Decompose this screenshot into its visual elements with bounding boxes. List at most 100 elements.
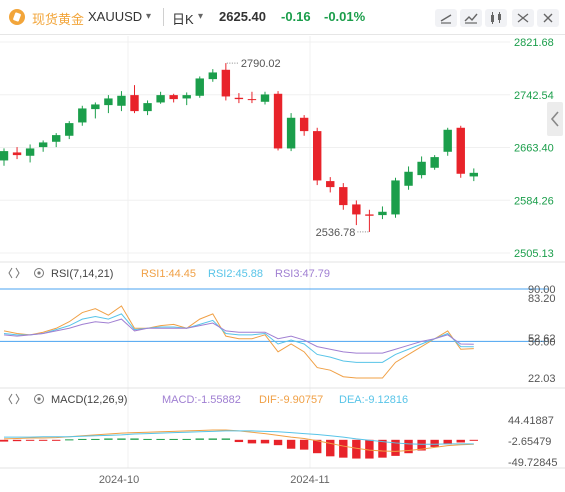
macd-legend: MACD(12,26,9) MACD:-1.55882 DIF:-9.90757… — [8, 393, 408, 406]
candle — [352, 200, 361, 226]
macd-histogram-bar — [326, 439, 335, 457]
candle-body — [469, 172, 478, 177]
price-tick-label: 2584.26 — [514, 195, 554, 207]
macd-histogram-bar — [273, 439, 283, 446]
candle — [443, 127, 452, 156]
macd-histogram-bar — [443, 439, 452, 445]
candle — [130, 85, 139, 114]
candle-body — [391, 180, 400, 215]
candle — [169, 93, 178, 103]
symbol-selector[interactable]: XAUUSD — [88, 9, 143, 24]
macd-histogram-bar — [12, 439, 22, 442]
macd-histogram-bar — [469, 439, 478, 441]
macd-histogram-bar — [391, 439, 400, 456]
candle-body — [182, 95, 191, 99]
candlestick-type-icon — [491, 12, 501, 24]
indicator-button[interactable] — [460, 9, 482, 27]
fullscreen-button[interactable] — [512, 9, 534, 27]
candle-body — [91, 104, 100, 110]
macd-value: MACD:-1.55882 — [162, 394, 241, 406]
instrument-name: 现货黄金 — [32, 12, 85, 27]
candle-body — [404, 171, 413, 186]
gear-icon[interactable] — [34, 394, 44, 404]
candle-body — [339, 187, 348, 206]
candle — [91, 102, 100, 119]
candle-body — [221, 69, 231, 97]
candle — [195, 76, 204, 98]
rsi-title[interactable]: RSI(7,14,21) — [51, 268, 113, 280]
gold-logo-icon — [9, 9, 25, 25]
candle — [38, 140, 48, 152]
period-selector[interactable]: 日K — [172, 12, 194, 27]
header-bar: 现货黄金 XAUUSD ▾ 日K ▾ 2625.40 -0.16 -0.01% — [0, 0, 565, 35]
candle — [78, 105, 87, 126]
macd-histogram-bar — [221, 438, 231, 440]
chevron-down-icon[interactable]: ▾ — [146, 11, 152, 22]
collapse-icon[interactable] — [8, 393, 20, 405]
candle-body — [156, 95, 165, 103]
candle-body — [430, 157, 439, 168]
rsi1-value: RSI1:44.45 — [141, 268, 196, 280]
macd-histogram-bar — [339, 439, 348, 458]
candle-body — [352, 204, 361, 215]
rsi-tick-label: 90.00 — [528, 284, 556, 296]
dif-value: DIF:-9.90757 — [259, 394, 323, 406]
draw-tool-button[interactable] — [435, 9, 457, 27]
candle — [339, 183, 348, 210]
candle-body — [52, 135, 61, 142]
candle — [143, 100, 152, 116]
collapse-icon[interactable] — [8, 267, 20, 279]
macd-title[interactable]: MACD(12,26,9) — [51, 394, 127, 406]
chevron-down-icon[interactable]: ▾ — [198, 11, 204, 22]
candle — [182, 92, 191, 106]
x-axis-date-label: 2024-10 — [99, 474, 139, 486]
candle-body — [365, 214, 374, 216]
chevron-left-icon — [550, 111, 559, 127]
candle — [247, 91, 257, 104]
candle — [286, 113, 296, 152]
price-tick-label: 2505.13 — [514, 248, 554, 260]
price-change-pct: -0.01% — [324, 9, 366, 24]
candle-body — [456, 127, 465, 174]
divider — [163, 8, 164, 26]
candle — [391, 177, 400, 218]
price-tick-label: 2663.40 — [514, 143, 554, 155]
candle — [430, 155, 439, 170]
macd-histogram-bar — [78, 438, 87, 440]
gear-icon[interactable] — [34, 268, 44, 278]
scroll-right-button[interactable] — [547, 102, 563, 136]
candle — [313, 127, 322, 186]
candle-body — [104, 98, 113, 106]
candle — [104, 95, 113, 114]
candle — [456, 125, 465, 178]
macd-histogram-bar — [299, 439, 309, 450]
macd-histogram-bar — [260, 439, 270, 444]
candle — [378, 206, 387, 220]
indicator-icon — [464, 13, 478, 24]
candle — [12, 147, 22, 160]
candle-body — [378, 211, 387, 216]
candle — [156, 91, 165, 104]
macd-histogram-bar — [25, 439, 35, 441]
macd-tick-label: -2.65479 — [508, 436, 551, 448]
candle — [417, 156, 426, 179]
candle-body — [25, 148, 35, 156]
rsi-tick-label: 52.62 — [528, 333, 556, 345]
candle-body — [273, 93, 283, 149]
rsi-line-rsi2 — [3, 313, 474, 363]
candle-body — [78, 108, 87, 123]
macd-histogram-bar — [417, 439, 426, 451]
close-icon — [543, 13, 553, 23]
candle — [221, 63, 231, 101]
macd-histogram-bar — [52, 439, 61, 441]
candle-body — [208, 72, 217, 80]
macd-histogram-bar — [430, 439, 439, 447]
macd-histogram-bar — [182, 438, 191, 440]
close-button[interactable] — [537, 9, 559, 27]
rsi-tick-label: 22.03 — [528, 373, 556, 385]
dea-line — [4, 430, 474, 445]
chart-type-button[interactable] — [485, 9, 507, 27]
candle-body — [260, 94, 270, 102]
macd-histogram-bar — [0, 439, 9, 442]
candle — [65, 121, 74, 140]
